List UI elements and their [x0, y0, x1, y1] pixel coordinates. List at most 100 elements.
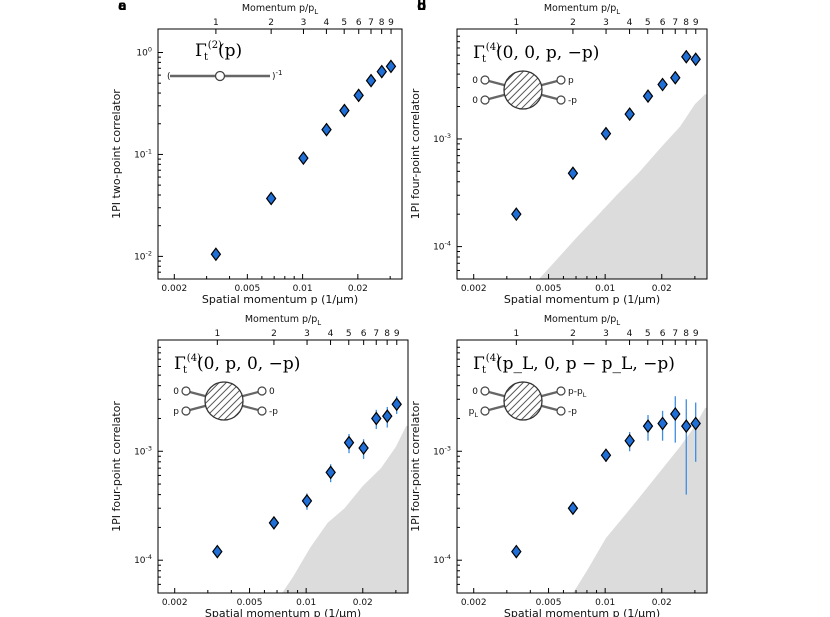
data-point [670, 70, 681, 85]
data-point [382, 409, 393, 424]
x-tick-label: 0.005 [237, 598, 263, 608]
shaded-region [573, 407, 707, 593]
y-tick-label: 10-4 [433, 553, 451, 566]
y-tick-label: 10-1 [134, 147, 152, 160]
data-point [567, 166, 579, 181]
formula-label: Γ(2) t (p) [195, 40, 242, 63]
x-tick-label: 0.005 [536, 284, 562, 294]
top-tick-label: 3 [603, 18, 609, 28]
formula-label: Γ(4) t (0, p, 0, −p) [174, 353, 300, 376]
shaded-region [282, 426, 408, 593]
top-tick-label: 6 [361, 329, 367, 339]
top-tick-label: 3 [301, 18, 307, 28]
inset-label-bl: p [173, 407, 179, 417]
top-axis-label: Momentum p/pL [242, 3, 318, 16]
top-tick-label: 1 [213, 18, 219, 28]
inset-node [556, 75, 566, 85]
inset-node [257, 386, 267, 396]
formula-label: Γ(4) t (0, 0, p, −p) [473, 42, 599, 65]
data-point [624, 433, 635, 448]
formula-label: Γ(4) t (p_L, 0, p − p_L, −p) [473, 353, 675, 376]
y-axis-label: 1PI four-point correlator [409, 88, 422, 219]
panel-label: d [417, 0, 426, 14]
panel-label: a [118, 0, 127, 14]
data-point [642, 419, 654, 434]
data-point [657, 416, 668, 431]
x-tick-label: 0.005 [536, 598, 562, 608]
vertex-blob [503, 70, 543, 110]
inset-node [480, 386, 490, 396]
inset-node [556, 95, 566, 105]
top-tick-label: 9 [388, 18, 394, 28]
top-tick-label: 6 [356, 18, 362, 28]
data-point [321, 122, 332, 137]
top-tick-label: 8 [683, 329, 689, 339]
data-point [385, 59, 397, 74]
top-tick-label: 9 [693, 18, 699, 28]
data-point [210, 247, 222, 262]
top-tick-label: 5 [645, 18, 651, 28]
x-tick-label: 0.01 [595, 284, 615, 294]
data-point [391, 397, 402, 412]
inset-label-br: -p [568, 407, 577, 417]
x-axis-label: Spatial momentum p (1/μm) [202, 293, 358, 306]
data-point [343, 435, 355, 450]
inset-node [480, 75, 490, 85]
inset-label-br: -p [269, 407, 278, 417]
x-tick-label: 0.002 [161, 284, 187, 294]
inset-node [556, 386, 566, 396]
data-point [301, 493, 313, 508]
data-point [358, 441, 369, 456]
propagator-node [214, 70, 226, 82]
top-tick-label: 5 [645, 329, 651, 339]
top-tick-label: 8 [683, 18, 689, 28]
top-tick-label: 6 [660, 18, 666, 28]
top-tick-label: 1 [513, 18, 519, 28]
x-tick-label: 0.02 [348, 284, 368, 294]
data-point [268, 515, 280, 530]
inset-label-bl: 0 [472, 96, 478, 106]
panel-b: 0.002 0.005 0.01 0.02 1 2 3 4 5 6 7 8 9 Momentum p/pL… [409, 0, 708, 306]
inset-label-br: -p [568, 96, 577, 106]
data-point [376, 64, 388, 79]
data-point [600, 448, 612, 463]
x-tick-label: 0.005 [234, 284, 260, 294]
inset-node [556, 406, 566, 416]
y-axis-label: 1PI four-point correlator [110, 401, 123, 532]
x-tick-label: 0.02 [652, 284, 672, 294]
y-axis-label: 1PI four-point correlator [409, 401, 422, 532]
top-tick-label: 2 [570, 329, 576, 339]
top-tick-label: 2 [570, 18, 576, 28]
top-tick-label: 8 [379, 18, 385, 28]
x-tick-label: 0.002 [461, 284, 487, 294]
plot-frame [456, 339, 708, 594]
inset-label-tl: 0 [173, 387, 179, 397]
inset-node [480, 406, 490, 416]
plot-frame [456, 28, 708, 280]
vertex-blob [503, 381, 543, 421]
inset-node [480, 95, 490, 105]
top-axis-label: Momentum p/pL [245, 314, 321, 327]
inset-label-tl: 0 [472, 76, 478, 86]
top-tick-label: 3 [603, 329, 609, 339]
y-tick-label: 10-3 [433, 132, 451, 145]
shaded-region [539, 94, 707, 279]
y-tick-label: 10-4 [134, 553, 152, 566]
x-tick-label: 0.01 [293, 284, 313, 294]
top-tick-label: 4 [328, 329, 334, 339]
y-tick-label: 10-4 [433, 240, 451, 253]
y-tick-label: 10-3 [134, 444, 152, 457]
top-tick-label: 2 [268, 18, 274, 28]
inset-label-tl: 0 [472, 387, 478, 397]
x-tick-label: 0.01 [595, 598, 615, 608]
y-tick-label: 10-3 [433, 444, 451, 457]
y-tick-label: 10-2 [134, 249, 152, 262]
data-point [690, 52, 701, 67]
data-point [657, 77, 668, 92]
data-point [265, 191, 277, 206]
x-axis-label: Spatial momentum p (1/μm) [504, 607, 660, 617]
panel-label: c [118, 0, 126, 14]
x-tick-label: 0.002 [461, 598, 487, 608]
top-tick-label: 8 [384, 329, 390, 339]
